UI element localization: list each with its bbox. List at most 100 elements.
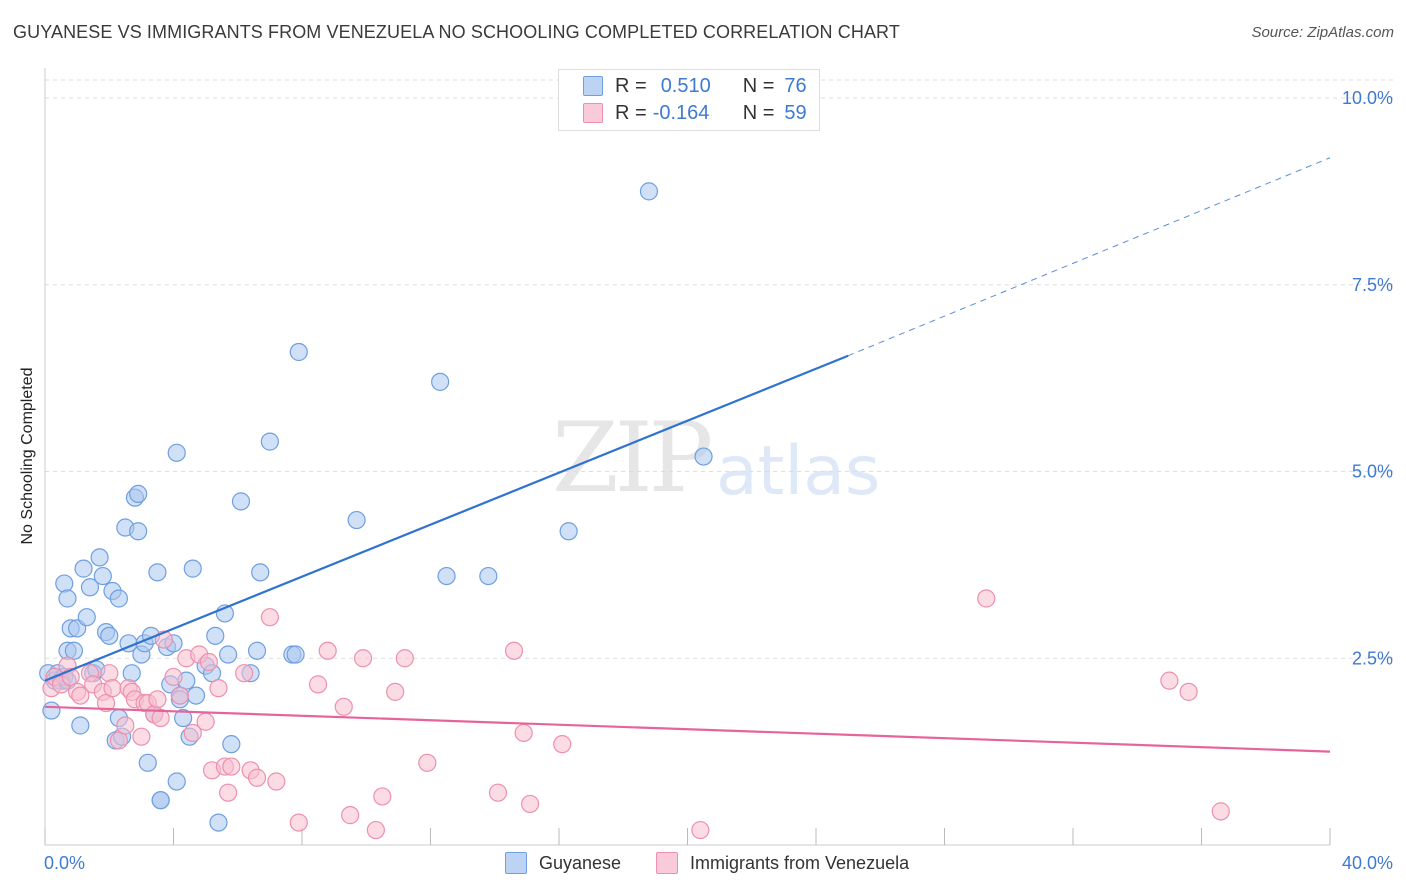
point-guyanese <box>479 566 498 586</box>
point-guyanese <box>138 753 157 772</box>
point-venezuela <box>103 679 122 698</box>
n-label: N = <box>742 74 775 97</box>
y-tick-label: 5.0% <box>1352 462 1393 482</box>
point-guyanese <box>100 626 119 645</box>
point-venezuela <box>247 768 267 787</box>
point-venezuela <box>196 712 215 731</box>
point-guyanese <box>694 447 713 466</box>
point-guyanese <box>148 563 167 582</box>
legend-swatch-blue <box>583 76 603 96</box>
point-venezuela <box>116 716 135 735</box>
point-venezuela <box>308 675 328 694</box>
point-venezuela <box>395 649 414 668</box>
legend-item-venezuela: Immigrants from Venezuela <box>656 852 909 874</box>
point-guyanese <box>183 559 202 578</box>
point-guyanese <box>129 522 148 541</box>
point-guyanese <box>151 791 170 810</box>
legend-row-venezuela: R = -0.164 N = 59 <box>583 101 807 125</box>
y-tick-label: 10.0% <box>1342 88 1393 108</box>
point-guyanese <box>559 522 578 541</box>
point-guyanese <box>289 342 308 362</box>
point-guyanese <box>247 641 267 660</box>
n-label: N = <box>742 101 775 124</box>
point-guyanese <box>431 372 450 391</box>
point-guyanese <box>93 566 112 586</box>
point-venezuela <box>373 787 392 806</box>
point-guyanese <box>71 716 90 735</box>
r-value: 0.510 <box>660 74 711 97</box>
point-venezuela <box>353 649 373 668</box>
point-venezuela <box>260 608 279 627</box>
correlation-legend: R = 0.510 N = 76 R = -0.164 N = 59 <box>558 69 820 131</box>
point-guyanese <box>55 574 74 593</box>
point-guyanese <box>167 443 186 462</box>
point-guyanese <box>77 608 96 627</box>
point-guyanese <box>347 510 366 530</box>
point-venezuela <box>71 686 90 705</box>
point-venezuela <box>199 652 218 672</box>
point-venezuela <box>222 757 241 776</box>
point-guyanese <box>209 813 228 832</box>
source-label: Source: ZipAtlas.com <box>1251 24 1394 41</box>
point-guyanese <box>80 578 100 597</box>
legend-label: Immigrants from Venezuela <box>690 852 910 873</box>
r-label: R = <box>615 74 647 97</box>
point-venezuela <box>164 667 183 687</box>
point-guyanese <box>251 563 270 582</box>
r-value: -0.164 <box>652 101 710 124</box>
legend-label: Guyanese <box>539 852 622 873</box>
point-venezuela <box>366 820 385 840</box>
point-guyanese <box>231 492 251 511</box>
point-guyanese <box>219 645 238 664</box>
point-venezuela <box>488 783 508 802</box>
y-tick-label: 2.5% <box>1352 648 1393 668</box>
point-venezuela <box>219 783 238 802</box>
point-guyanese <box>129 484 148 504</box>
trend-line-venezuela <box>44 705 1331 753</box>
x-tick-label: 40.0% <box>1342 853 1393 873</box>
point-venezuela <box>514 723 533 743</box>
point-guyanese <box>286 645 305 664</box>
point-venezuela <box>418 753 437 772</box>
point-venezuela <box>334 697 353 716</box>
point-venezuela <box>148 690 167 709</box>
point-guyanese <box>437 566 456 586</box>
legend-swatch-blue <box>505 852 527 874</box>
point-guyanese <box>186 686 206 705</box>
point-guyanese <box>639 182 659 201</box>
point-venezuela <box>520 794 540 814</box>
point-venezuela <box>235 664 254 683</box>
point-venezuela <box>386 682 405 701</box>
point-venezuela <box>170 686 190 705</box>
chart-title: GUYANESE VS IMMIGRANTS FROM VENEZUELA NO… <box>13 22 900 42</box>
point-venezuela <box>267 772 286 791</box>
point-venezuela <box>977 589 996 608</box>
point-venezuela <box>132 727 151 746</box>
legend-swatch-pink <box>583 103 603 123</box>
point-guyanese <box>90 548 109 567</box>
point-venezuela <box>691 820 710 840</box>
y-axis-label: No Schooling Completed <box>19 367 36 545</box>
point-guyanese <box>174 708 193 728</box>
legend-row-guyanese: R = 0.510 N = 76 <box>583 74 807 98</box>
point-guyanese <box>109 589 128 608</box>
point-venezuela <box>209 679 228 698</box>
n-value: 59 <box>784 101 807 124</box>
point-venezuela <box>341 806 360 825</box>
point-venezuela <box>100 664 119 683</box>
point-guyanese <box>42 701 61 720</box>
point-venezuela <box>289 813 308 832</box>
y-tick-label: 7.5% <box>1352 275 1393 295</box>
point-venezuela <box>183 723 202 743</box>
legend-item-guyanese: Guyanese <box>505 852 621 874</box>
n-value: 76 <box>784 74 807 97</box>
x-tick-label: 0.0% <box>44 853 85 873</box>
point-guyanese <box>167 772 186 791</box>
point-venezuela <box>504 641 524 660</box>
r-label: R = <box>615 101 647 124</box>
legend-swatch-pink <box>656 852 678 874</box>
point-guyanese <box>74 559 93 578</box>
trend-line-guyanese-extension <box>847 157 1331 357</box>
trend-line-guyanese <box>44 354 849 682</box>
point-venezuela <box>318 641 337 660</box>
